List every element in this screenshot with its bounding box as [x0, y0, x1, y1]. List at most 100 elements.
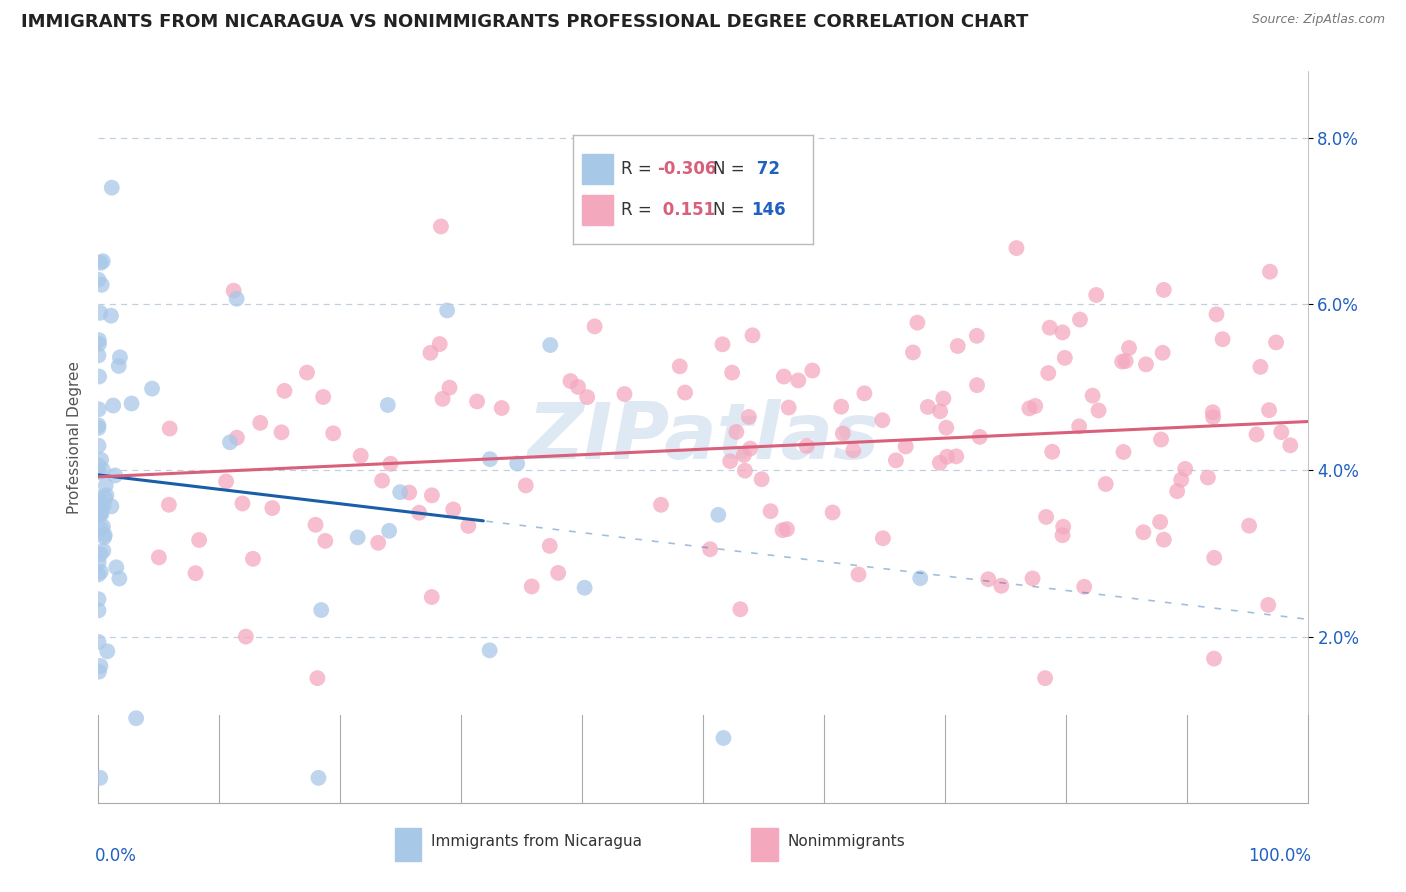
Point [312, 390, 335, 404]
Text: N =: N = [713, 201, 744, 219]
Point [1069, 312, 1091, 326]
Point [772, 523, 794, 537]
Point [547, 566, 569, 580]
Point [242, 551, 264, 566]
Point [778, 401, 800, 415]
Point [457, 519, 479, 533]
Point [721, 366, 744, 380]
Point [1035, 510, 1057, 524]
Point [389, 485, 412, 500]
Point [91, 463, 114, 477]
Point [100, 500, 122, 514]
Point [929, 404, 952, 418]
Point [1069, 419, 1091, 434]
Point [93, 530, 115, 544]
Point [350, 449, 373, 463]
Point [1202, 405, 1225, 419]
Point [398, 485, 420, 500]
Point [322, 426, 344, 441]
Point [1237, 518, 1260, 533]
Point [101, 399, 124, 413]
Point [830, 400, 852, 414]
Point [314, 533, 336, 548]
Point [87, 567, 110, 582]
Point [295, 366, 318, 380]
Point [1021, 571, 1043, 585]
Point [108, 351, 131, 365]
Point [307, 671, 329, 685]
Text: -0.306: -0.306 [658, 160, 717, 178]
Point [90, 256, 112, 270]
Point [905, 316, 928, 330]
Point [1246, 427, 1268, 442]
Point [1249, 359, 1271, 374]
Point [87, 273, 110, 287]
Point [87, 336, 110, 351]
Point [759, 504, 782, 518]
Point [990, 579, 1012, 593]
Point [872, 413, 894, 427]
Point [273, 384, 295, 398]
Point [107, 359, 129, 373]
Point [441, 502, 464, 516]
Point [567, 380, 589, 394]
Point [583, 319, 606, 334]
Point [945, 450, 967, 464]
Point [1170, 473, 1192, 487]
Point [1265, 335, 1288, 350]
Point [1202, 651, 1225, 665]
Point [184, 566, 207, 581]
Text: Source: ZipAtlas.com: Source: ZipAtlas.com [1251, 13, 1385, 27]
Point [222, 284, 245, 298]
Text: 0.0%: 0.0% [94, 847, 136, 864]
Point [1270, 425, 1292, 439]
Y-axis label: Professional Degree: Professional Degree [66, 360, 82, 514]
Point [465, 394, 488, 409]
Point [89, 659, 111, 673]
Point [977, 572, 1000, 586]
Point [87, 421, 110, 435]
Point [89, 506, 111, 520]
Point [308, 771, 330, 785]
Point [751, 472, 773, 486]
Text: Immigrants from Nicaragua: Immigrants from Nicaragua [432, 834, 643, 848]
Point [1279, 438, 1302, 452]
Point [928, 456, 950, 470]
Text: ZIPatlas: ZIPatlas [527, 399, 879, 475]
Bar [582, 195, 613, 225]
Point [87, 369, 110, 384]
Point [141, 382, 163, 396]
Point [538, 539, 561, 553]
FancyBboxPatch shape [395, 829, 422, 862]
Point [377, 398, 399, 412]
Point [87, 635, 110, 649]
Point [148, 550, 170, 565]
Point [91, 543, 114, 558]
Point [225, 292, 247, 306]
Point [936, 450, 959, 464]
Point [262, 501, 284, 516]
Point [740, 442, 762, 456]
Point [1118, 341, 1140, 355]
Point [429, 337, 451, 351]
Point [1258, 265, 1281, 279]
Point [90, 507, 112, 521]
Point [87, 418, 110, 433]
Point [576, 390, 599, 404]
Text: R =: R = [621, 201, 652, 219]
Point [231, 496, 253, 510]
Point [1135, 357, 1157, 371]
Point [125, 711, 148, 725]
Point [479, 452, 502, 467]
Point [93, 499, 115, 513]
Point [515, 478, 537, 492]
Point [935, 420, 957, 434]
Point [699, 542, 721, 557]
Point [89, 501, 111, 516]
Point [439, 381, 461, 395]
Point [966, 328, 988, 343]
Point [1052, 520, 1074, 534]
Point [87, 466, 110, 480]
Text: Nonimmigrants: Nonimmigrants [787, 834, 905, 848]
Point [1085, 288, 1108, 302]
